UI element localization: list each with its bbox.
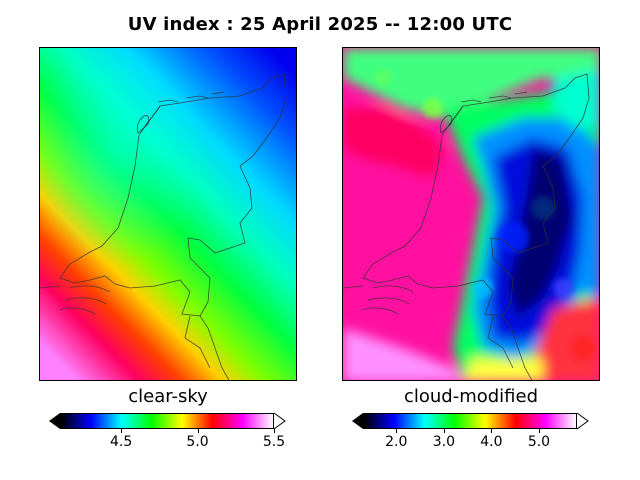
colorbar-tick xyxy=(443,429,445,433)
colorbar-right-max-arrow-outline xyxy=(576,412,589,430)
colorbar-tick-label: 4.0 xyxy=(480,434,503,450)
colorbar-tick-label: 5.0 xyxy=(186,434,209,450)
colorbar-tick-label: 5.0 xyxy=(527,434,551,450)
colorbar-tick-label: 4.5 xyxy=(110,434,133,450)
clear-sky-field xyxy=(40,48,296,380)
coastline-outline xyxy=(343,73,590,380)
colorbar-tick xyxy=(538,429,540,433)
clear-sky-label: clear-sky xyxy=(128,386,208,407)
map-title: UV index : 25 April 2025 -- 12:00 UTC xyxy=(127,14,513,35)
colorbar-left-max-arrow-outline xyxy=(273,412,286,430)
clear-sky-colorbar xyxy=(60,413,274,429)
colorbar-right-max-arrow xyxy=(577,413,588,429)
cloud-modified-colorbar xyxy=(363,413,577,429)
cloud-modified-map xyxy=(342,47,600,381)
colorbar-tick xyxy=(491,429,493,433)
coastline-outline xyxy=(40,73,287,380)
colorbar-tick xyxy=(121,429,123,433)
cloud-modified-label: cloud-modified xyxy=(403,386,539,407)
colorbar-tick-label: 2.0 xyxy=(385,434,408,450)
colorbar-tick xyxy=(197,429,199,433)
clear-sky-map xyxy=(39,47,297,381)
colorbar-tick xyxy=(396,429,398,433)
colorbar-tick-label: 5.5 xyxy=(262,434,286,450)
colorbar-left-min-arrow xyxy=(49,413,60,429)
colorbar-left-max-arrow xyxy=(274,413,285,429)
colorbar-tick xyxy=(274,429,275,433)
cloud-modified-field xyxy=(343,48,599,380)
colorbar-tick-label: 3.0 xyxy=(432,434,455,450)
colorbar-right-min-arrow xyxy=(352,413,363,429)
